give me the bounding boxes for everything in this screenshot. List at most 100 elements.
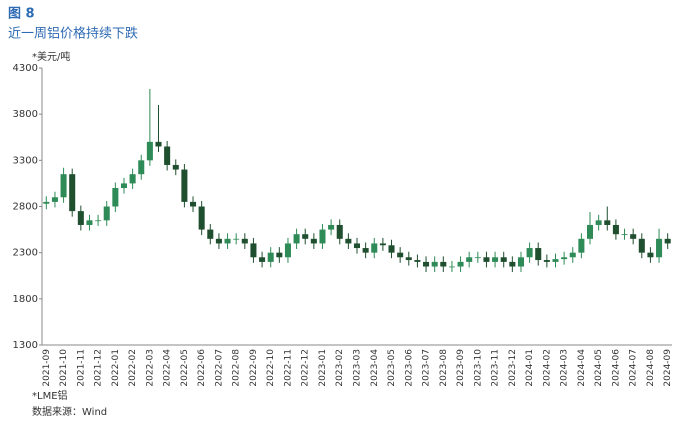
x-tick-label: 2022-10 [266, 349, 276, 387]
candle-body [457, 261, 464, 267]
candle-body [595, 220, 602, 225]
candle-body [586, 224, 594, 239]
candle-body [612, 224, 619, 235]
candle-body [664, 238, 671, 244]
x-tick-label: 2024-05 [594, 349, 604, 387]
candle-body [353, 243, 361, 249]
y-tick-label: 2300 [13, 248, 38, 259]
candle-body [500, 257, 507, 262]
y-tick-label: 2800 [13, 202, 38, 213]
candle-body [552, 259, 559, 262]
footnote: *LME铝 [32, 390, 68, 402]
candle-body [181, 169, 188, 202]
candle-body [69, 174, 76, 212]
y-tick-label: 3300 [13, 155, 38, 166]
candle-body [276, 252, 283, 258]
candle-body [388, 245, 395, 253]
candle-body [215, 238, 222, 244]
candle-body [190, 201, 197, 207]
candle-body [345, 238, 352, 244]
x-tick-label: 2022-09 [249, 349, 259, 387]
candle-body [233, 238, 240, 240]
x-tick-label: 2023-12 [508, 349, 518, 387]
x-tick-label: 2024-07 [629, 349, 639, 387]
x-tick-label: 2024-02 [542, 349, 552, 387]
candle-body [483, 257, 490, 262]
figure-label: 图 8 [8, 7, 35, 22]
candle-body [259, 257, 266, 262]
candle-body [284, 243, 291, 258]
x-tick-label: 2024-06 [611, 349, 621, 387]
candle-body [120, 183, 128, 189]
candle-body [86, 220, 93, 225]
candle-body [129, 174, 136, 184]
candle-body [543, 260, 550, 262]
candle-body [414, 260, 421, 262]
candle-body [638, 238, 645, 253]
candle-body [164, 146, 171, 165]
candle-body [379, 243, 386, 246]
candle-body [492, 257, 499, 262]
candle-body [397, 252, 404, 258]
x-tick-label: 2022-08 [232, 349, 242, 387]
x-tick-label: 2022-03 [145, 349, 155, 387]
candle-body [474, 257, 481, 259]
candle-body [103, 206, 110, 221]
x-tick-label: 2022-02 [128, 349, 138, 387]
candle-body [630, 234, 637, 239]
candle-body [146, 141, 153, 161]
x-tick-label: 2022-11 [283, 349, 293, 387]
candle-body [43, 201, 50, 204]
chart-title: 近一周铝价格持续下跌 [8, 26, 138, 42]
x-tick-label: 2023-02 [335, 349, 345, 387]
x-tick-label: 2024-04 [577, 349, 587, 387]
candle-body [621, 234, 628, 235]
y-tick-label: 1800 [13, 294, 38, 305]
candle-body [198, 206, 205, 230]
x-tick-label: 2023-01 [318, 349, 328, 387]
y-tick-label: 3800 [13, 109, 38, 120]
candle-body [405, 257, 412, 261]
candle-body [293, 234, 300, 244]
candle-body [60, 174, 67, 198]
candle-body [138, 160, 145, 175]
x-tick-label: 2023-10 [473, 349, 483, 387]
y-tick-label: 1300 [13, 340, 38, 351]
candle-body [224, 238, 231, 244]
candle-body [207, 229, 214, 239]
candle-body [336, 224, 343, 239]
candle-body [95, 220, 102, 222]
candle-body [604, 220, 611, 225]
candle-body [647, 252, 654, 258]
x-tick-label: 2023-06 [404, 349, 414, 387]
candle-body [302, 234, 309, 239]
x-tick-label: 2023-07 [422, 349, 432, 387]
x-tick-label: 2021-12 [94, 349, 104, 387]
candle-body [172, 164, 179, 170]
candle-body [112, 188, 119, 207]
x-tick-label: 2022-01 [111, 349, 121, 387]
x-tick-label: 2021-10 [59, 349, 69, 387]
x-tick-label: 2021-09 [42, 349, 52, 387]
candle-body [267, 252, 274, 262]
candle-body [578, 238, 585, 253]
candle-body [517, 257, 524, 267]
candle-body [328, 224, 335, 230]
candle-body [509, 261, 516, 267]
candle-body [535, 248, 542, 261]
candle-body [310, 238, 317, 244]
x-tick-label: 2022-06 [197, 349, 207, 387]
x-tick-label: 2023-11 [491, 349, 501, 387]
candle-body [319, 229, 326, 244]
candle-body [241, 238, 248, 244]
candle-body [448, 266, 455, 268]
candle-body [440, 261, 447, 267]
x-tick-label: 2023-08 [439, 349, 449, 387]
x-tick-label: 2024-09 [663, 349, 673, 387]
candle-body [77, 211, 84, 225]
candle-body [362, 248, 369, 253]
x-tick-label: 2023-05 [387, 349, 397, 387]
x-tick-label: 2022-04 [163, 349, 173, 387]
candle-body [656, 238, 663, 258]
x-tick-label: 2023-04 [370, 349, 380, 387]
